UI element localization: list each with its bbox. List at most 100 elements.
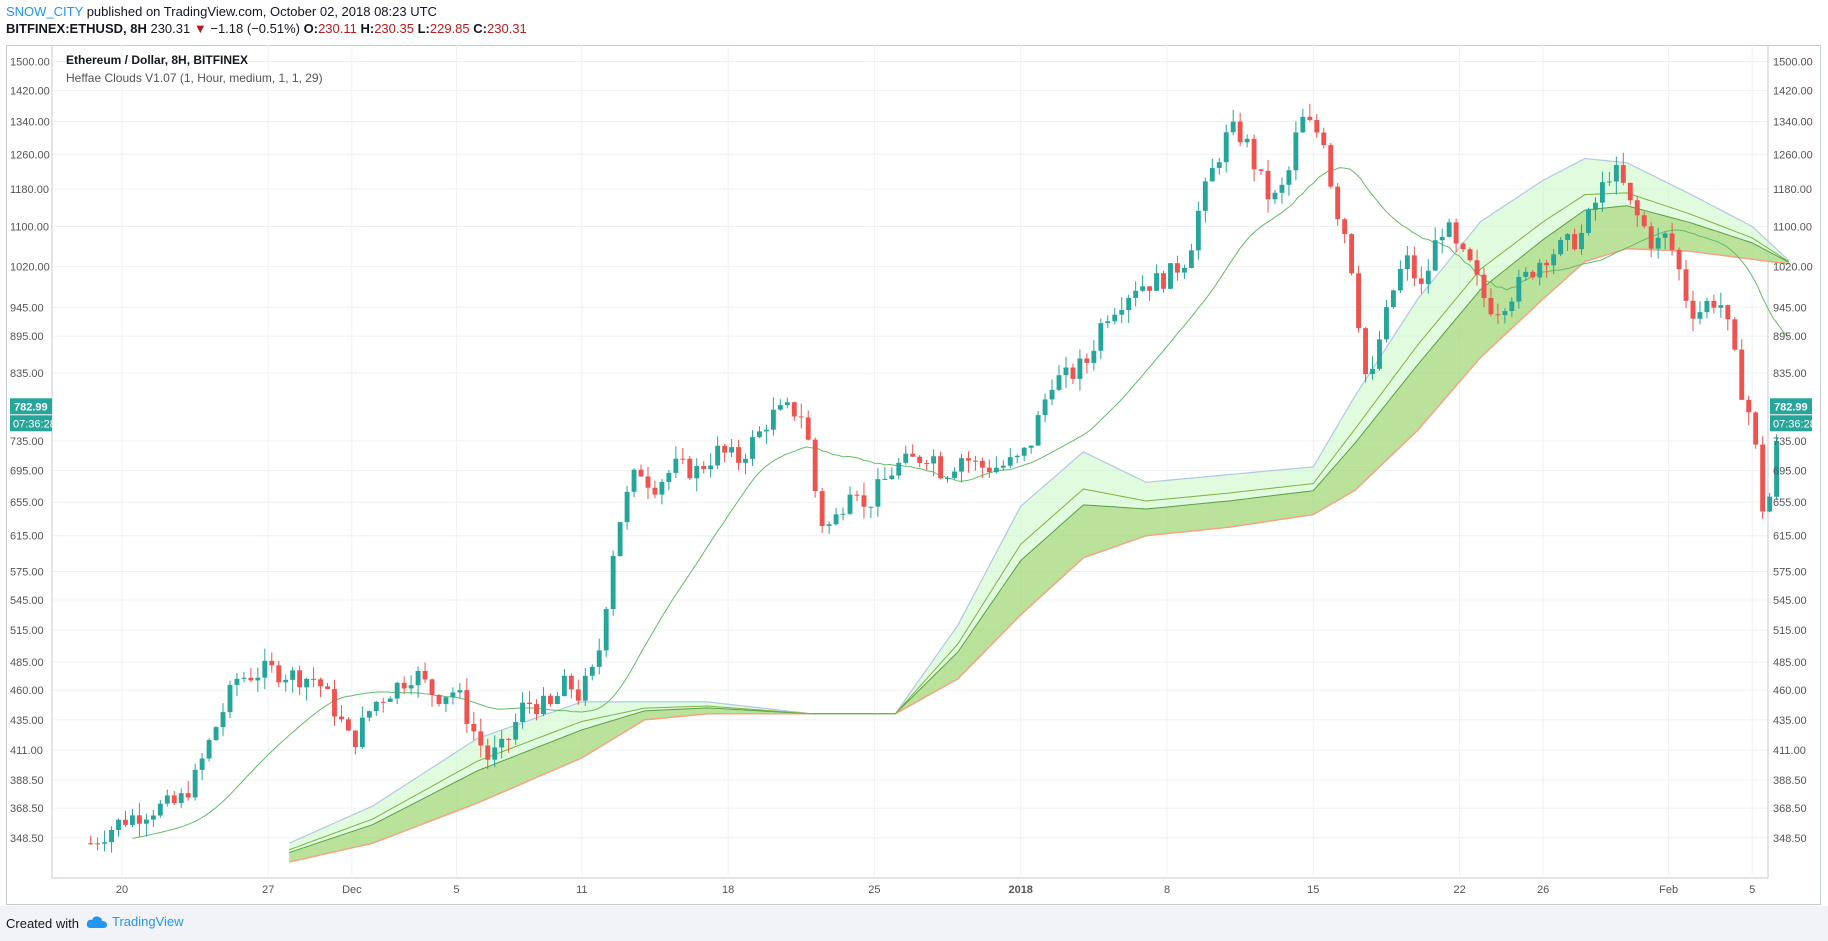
- candle-body: [861, 495, 867, 507]
- candle-body: [352, 730, 358, 748]
- candle-body: [1690, 300, 1696, 319]
- candle-body: [694, 465, 700, 479]
- candle-body: [1662, 233, 1668, 238]
- candle-body: [1488, 297, 1494, 315]
- candle-body: [1697, 312, 1703, 319]
- candle-body: [1634, 200, 1640, 216]
- upper-line: [288, 157, 1790, 844]
- candle-body: [1432, 240, 1438, 271]
- candle-body: [910, 453, 916, 457]
- candle-body: [1084, 358, 1090, 363]
- candle-body: [1265, 170, 1271, 200]
- candle-body: [1384, 307, 1389, 340]
- candle-body: [652, 487, 658, 495]
- y-tick-label-left: 1100.00: [10, 221, 49, 233]
- candle-body: [485, 745, 491, 760]
- candle-body: [366, 711, 372, 718]
- tradingview-logo[interactable]: TradingView: [86, 914, 184, 929]
- price-badges: 782.99 07:36:28 782.99 07:36:28: [10, 398, 1816, 432]
- y-tick-label-right: 615.00: [1773, 531, 1807, 543]
- y-tick-label-right: 435.00: [1773, 715, 1807, 727]
- candle-body: [1349, 234, 1355, 274]
- candle-body: [568, 675, 574, 690]
- candle-body: [541, 695, 546, 715]
- candle-body: [1753, 412, 1759, 445]
- candle-body: [1112, 314, 1118, 322]
- candle-body: [213, 727, 219, 741]
- candle-body: [1154, 273, 1159, 291]
- price-badge-text-left: 782.99: [14, 401, 48, 413]
- y-tick-label-right: 735.00: [1773, 436, 1807, 448]
- y-tick-label-left: 835.00: [10, 368, 44, 380]
- y-tick-label-left: 1340.00: [10, 117, 50, 129]
- candle-body: [157, 803, 163, 816]
- candle-body: [847, 494, 853, 514]
- candle-body: [1599, 182, 1605, 203]
- candle-body: [318, 679, 323, 687]
- candle-body: [1676, 249, 1682, 270]
- candle-body: [784, 402, 790, 406]
- candle-body: [422, 670, 428, 680]
- x-tick-label: 8: [1164, 884, 1170, 896]
- candle-body: [596, 650, 602, 667]
- y-tick-label-right: 695.00: [1773, 466, 1807, 478]
- chart-frame[interactable]: [6, 45, 1821, 905]
- candle-body: [1356, 273, 1362, 329]
- candle-body: [380, 701, 386, 703]
- candle-body: [1230, 121, 1236, 133]
- candle-body: [297, 670, 303, 688]
- candle-body: [959, 458, 964, 472]
- candle-body: [1551, 254, 1557, 266]
- candle-body: [1077, 358, 1083, 379]
- legend-indicator: Heffae Clouds V1.07 (1, Hour, medium, 1,…: [66, 71, 323, 85]
- candle-body: [1648, 226, 1654, 249]
- candle-body: [471, 723, 477, 732]
- candle-body: [102, 842, 108, 844]
- candle-body: [506, 738, 512, 740]
- candles: [88, 103, 1780, 853]
- candle-body: [1627, 182, 1633, 201]
- candle-body: [136, 815, 142, 824]
- last-price: 230.31: [150, 21, 191, 36]
- candle-body: [1641, 215, 1647, 227]
- publisher-link[interactable]: SNOW_CITY: [6, 4, 84, 19]
- candle-body: [708, 465, 714, 470]
- candle-body: [164, 795, 170, 804]
- candle-body: [1474, 260, 1480, 275]
- y-axis-left: 348.50 368.50 388.50 411.00 435.00 460.00 485.…: [10, 57, 50, 845]
- candle-body: [1565, 234, 1571, 240]
- high-value: 230.35: [374, 21, 414, 36]
- candle-body: [1272, 192, 1278, 200]
- price-chart[interactable]: 348.50 368.50 388.50 411.00 435.00 460.00 485.…: [0, 0, 1828, 906]
- y-tick-label-left: 545.00: [10, 595, 44, 607]
- candle-body: [1335, 186, 1341, 220]
- candle-body: [276, 665, 282, 683]
- candle-body: [1175, 263, 1180, 273]
- candle-body: [1133, 290, 1139, 298]
- candle-body: [143, 819, 149, 824]
- candle-body: [1516, 276, 1522, 302]
- y-tick-label-left: 515.00: [10, 625, 44, 637]
- candle-body: [1321, 132, 1327, 146]
- candle-body: [1655, 237, 1661, 249]
- high-label: H:: [360, 21, 375, 36]
- candle-body: [826, 524, 832, 527]
- y-tick-label-left: 411.00: [10, 745, 43, 757]
- y-tick-label-left: 368.50: [10, 803, 44, 815]
- y-tick-label-right: 348.50: [1773, 833, 1807, 845]
- cloud-icon: [86, 915, 107, 928]
- x-tick-label: 25: [868, 884, 880, 896]
- y-tick-label-right: 460.00: [1773, 685, 1807, 697]
- candle-body: [1216, 162, 1222, 169]
- candle-body: [687, 458, 693, 479]
- y-tick-label-left: 575.00: [10, 566, 44, 578]
- candle-body: [1767, 496, 1773, 512]
- candle-body: [1342, 219, 1348, 235]
- candle-body: [1530, 271, 1536, 278]
- candle-body: [1739, 349, 1745, 400]
- candle-body: [255, 677, 261, 681]
- candle-body: [1140, 286, 1146, 291]
- candle-body: [1014, 455, 1020, 458]
- candle-body: [1300, 116, 1306, 133]
- candle-body: [387, 698, 393, 702]
